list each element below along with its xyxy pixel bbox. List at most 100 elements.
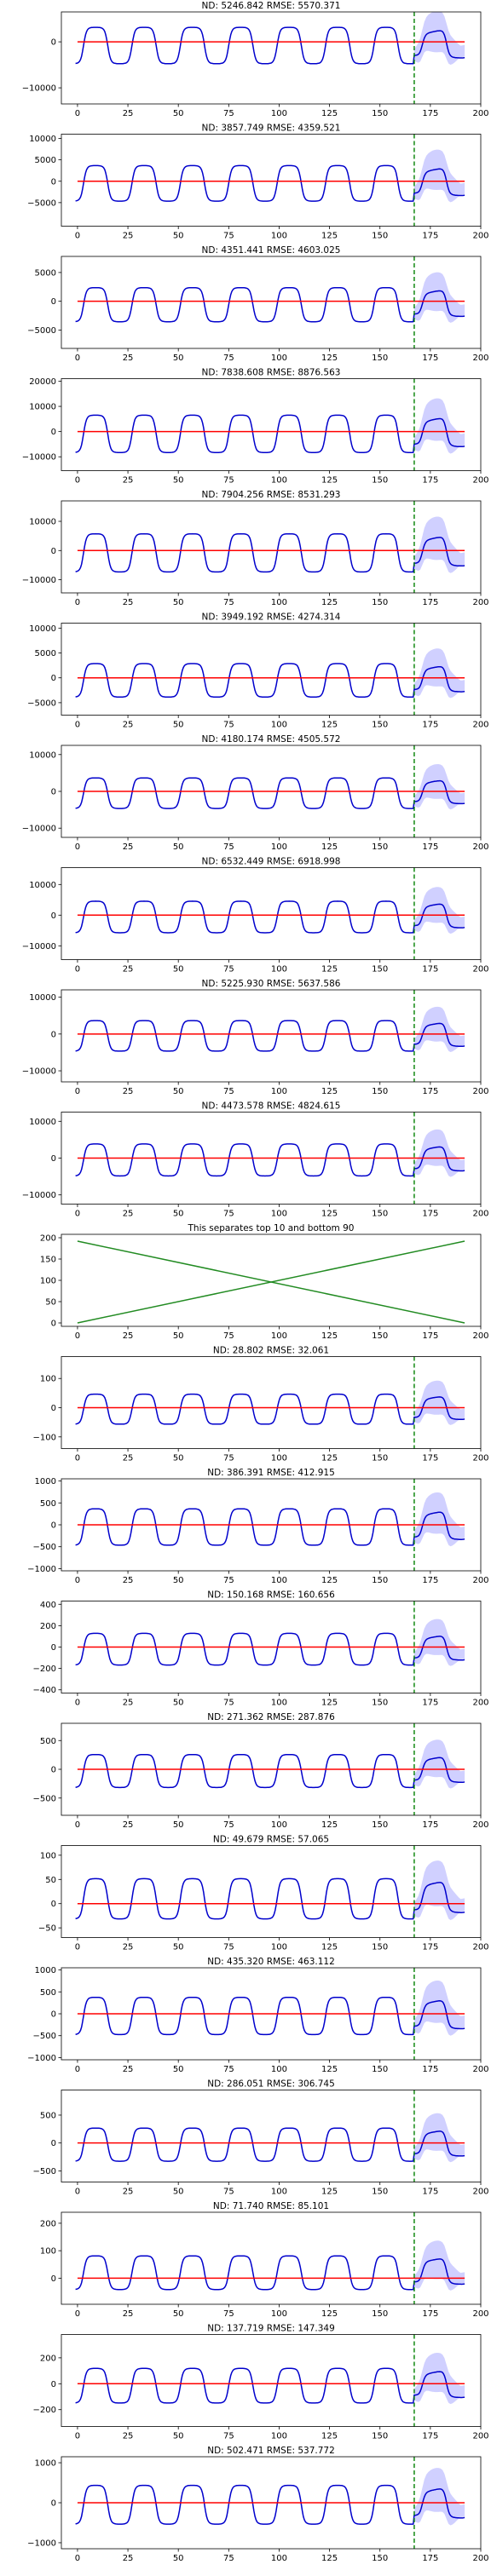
x-tick-label: 25 [123,842,134,852]
y-tick-label: 0 [51,788,56,797]
x-tick-label: 0 [75,2554,80,2563]
y-tick-label: 0 [51,1154,56,1164]
x-tick-label: 125 [321,2554,338,2563]
x-tick-label: 75 [223,232,234,241]
x-tick-label: 150 [372,2554,388,2563]
x-tick-label: 125 [321,721,338,730]
y-tick-label: −50 [38,1924,56,1934]
y-tick-label: 500 [40,2111,56,2120]
subplot-6: ND: 3949.192 RMSE: 4274.314 0 25 50 75 100 125… [27,612,488,730]
x-tick-label: 0 [75,1699,80,1708]
x-tick-label: 100 [271,2432,287,2441]
x-tick-label: 0 [75,1087,80,1096]
x-tick-label: 25 [123,1210,134,1219]
axes-frame [61,623,482,716]
y-tick-label: 0 [51,1404,56,1413]
prediction-interval-band [413,1380,465,1425]
y-tick-label: −5000 [27,326,56,336]
x-tick-label: 200 [472,842,488,852]
x-tick-label: 100 [271,1699,287,1708]
x-tick-label: 75 [223,1943,234,1952]
x-tick-label: 50 [173,2309,184,2319]
x-tick-label: 125 [321,1331,338,1341]
axes-frame [61,134,482,227]
x-tick-label: 75 [223,1087,234,1096]
x-tick-label: 100 [271,1331,287,1341]
prediction-interval-band [413,272,465,323]
x-tick-label: 75 [223,965,234,975]
y-tick-label: 0 [51,911,56,921]
plot-area [75,1380,465,1425]
x-tick-label: 25 [123,354,134,363]
x-tick-label: 125 [321,1210,338,1219]
plot-area [75,2468,465,2526]
x-tick-label: 0 [75,1820,80,1830]
x-tick-label: 100 [271,1210,287,1219]
plot-area [75,764,465,810]
x-tick-label: 0 [75,2065,80,2074]
x-tick-label: 50 [173,842,184,852]
x-tick-label: 50 [173,1699,184,1708]
y-tick-label: 50 [45,1298,56,1308]
x-tick-label: 175 [422,232,438,241]
axes-frame [61,2090,482,2182]
x-tick-label: 100 [271,2065,287,2074]
x-tick-label: 100 [271,109,287,118]
y-tick-label: −5000 [27,699,56,708]
x-tick-label: 150 [372,2065,388,2074]
x-tick-label: 125 [321,2432,338,2441]
x-tick-label: 50 [173,2554,184,2563]
x-tick-label: 175 [422,109,438,118]
prediction-interval-band [413,2240,465,2291]
x-tick-label: 150 [372,2188,388,2197]
x-tick-label: 100 [271,2554,287,2563]
series-line [75,2255,465,2291]
x-tick-label: 200 [472,1699,488,1708]
series-line [75,26,465,65]
x-tick-label: 100 [271,232,287,241]
y-tick-label: 10000 [29,1118,56,1127]
x-tick-label: 50 [173,1943,184,1952]
y-tick-label: 5000 [35,268,56,278]
plot-area [75,1860,465,1920]
plot-area [75,2240,465,2291]
x-tick-label: 25 [123,2432,134,2441]
y-tick-label: 0 [51,1320,56,1329]
x-tick-label: 175 [422,598,438,607]
y-tick-label: −10000 [22,942,56,952]
x-tick-label: 150 [372,1210,388,1219]
axes-frame [61,1356,482,1449]
subplot-title: ND: 3949.192 RMSE: 4274.314 [202,612,341,623]
plot-area [75,516,465,573]
series-line [75,414,465,453]
plot-area [75,1981,465,2036]
x-tick-label: 175 [422,2309,438,2319]
x-tick-label: 75 [223,2432,234,2441]
series-line [75,1753,465,1789]
prediction-interval-band [413,1619,465,1666]
prediction-interval-band [413,1981,465,2036]
x-tick-label: 200 [472,2432,488,2441]
y-tick-label: 0 [51,1900,56,1909]
x-tick-label: 175 [422,1331,438,1341]
plot-area [77,1240,465,1324]
y-tick-label: 1000 [35,1966,56,1975]
x-tick-label: 50 [173,1210,184,1219]
subplot-title: ND: 271.362 RMSE: 287.876 [207,1712,335,1722]
y-tick-label: 0 [51,2010,56,2020]
x-tick-label: 175 [422,1943,438,1952]
x-tick-label: 125 [321,965,338,975]
x-tick-label: 50 [173,2188,184,2197]
x-tick-label: 150 [372,1087,388,1096]
y-tick-label: 0 [51,2139,56,2148]
y-tick-label: 200 [40,1622,56,1631]
subplot-5: ND: 7904.256 RMSE: 8531.293 0 25 50 75 100 125… [22,490,489,607]
x-tick-label: 150 [372,721,388,730]
x-tick-label: 125 [321,1699,338,1708]
x-tick-label: 50 [173,721,184,730]
subplot-19: ND: 71.740 RMSE: 85.101 0 25 50 75 100 125 150 1… [40,2201,489,2319]
subplot-title: ND: 49.679 RMSE: 57.065 [213,1835,329,1845]
axes-frame [61,1845,482,1938]
y-tick-label: −500 [33,2032,56,2041]
x-tick-label: 25 [123,2188,134,2197]
